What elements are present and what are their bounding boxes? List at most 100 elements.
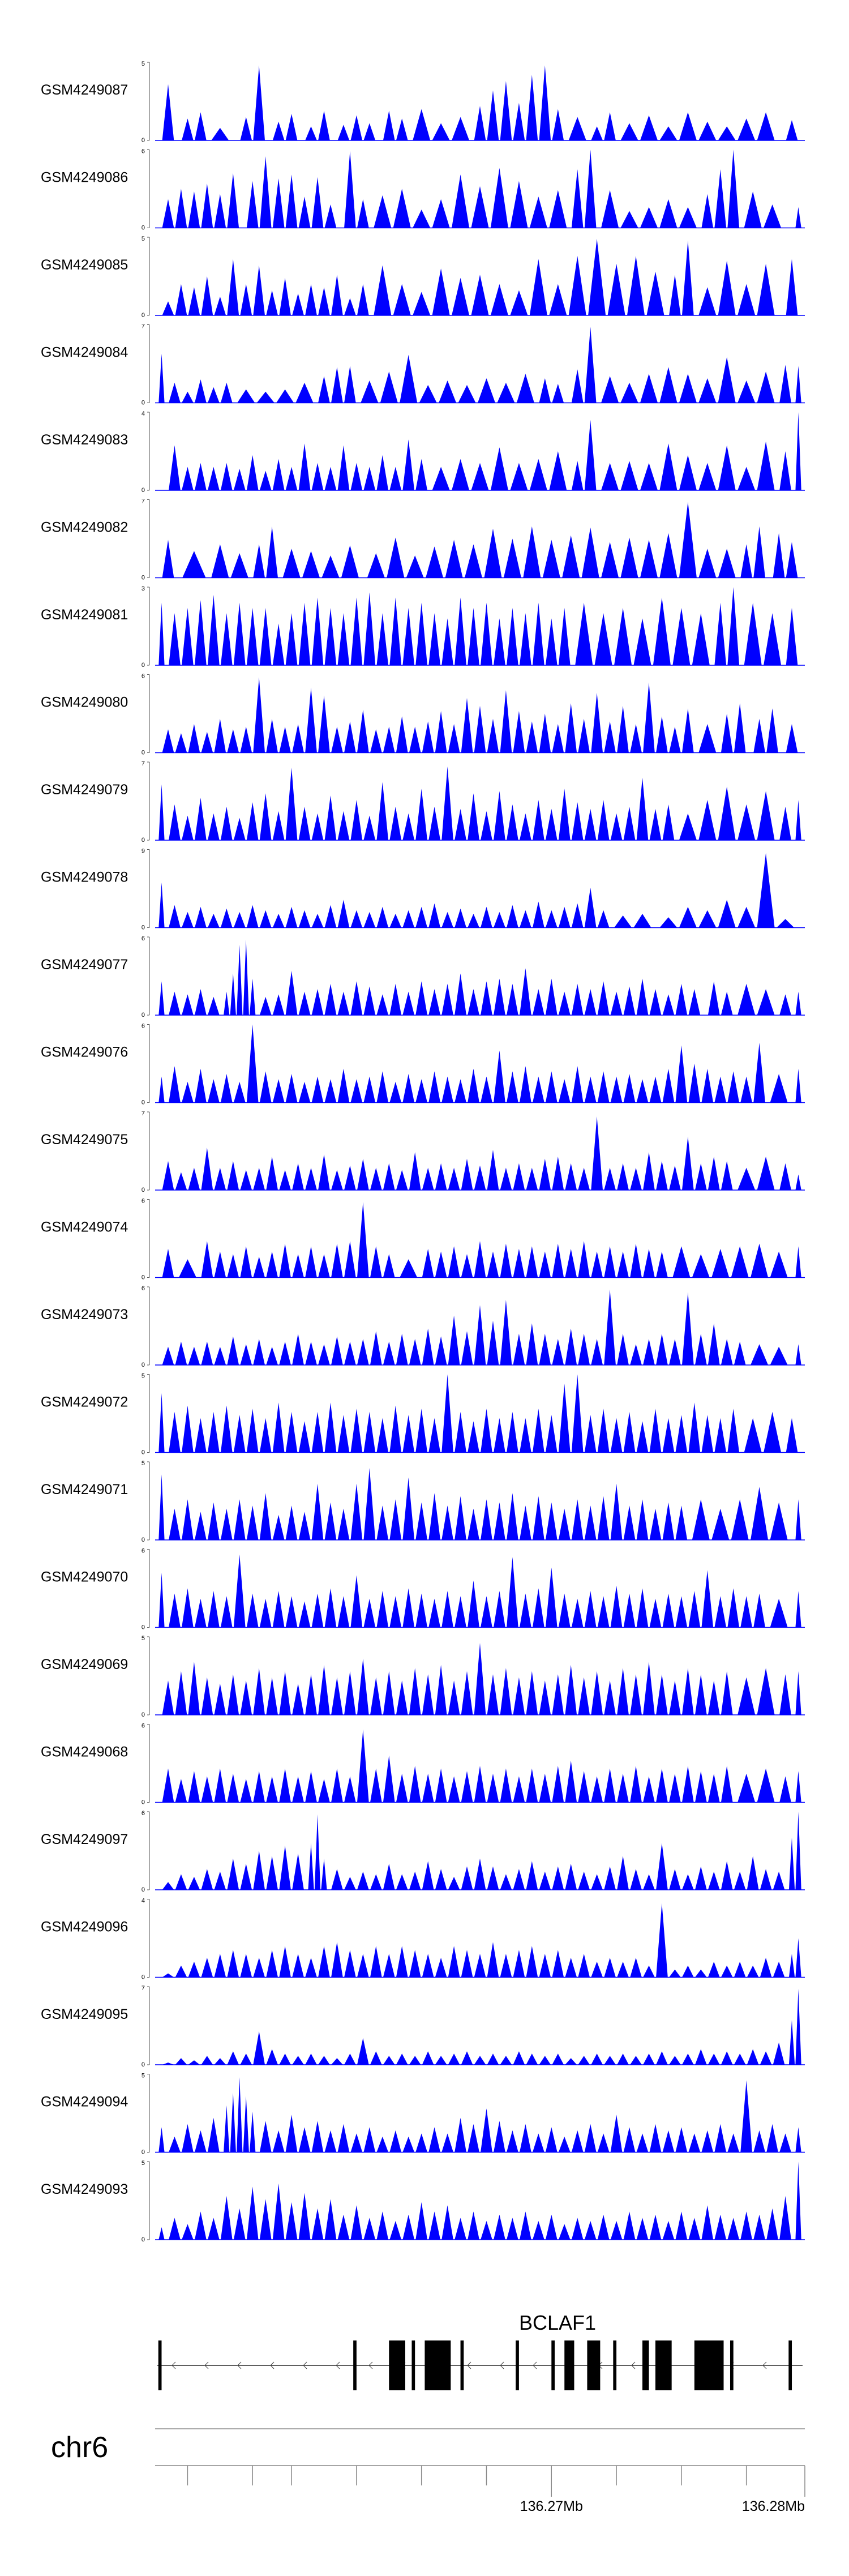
track-GSM4249093: GSM4249093 5 0 bbox=[41, 2160, 805, 2243]
y-tick-label-min: 0 bbox=[142, 837, 145, 844]
track-GSM4249080: GSM4249080 6 0 bbox=[41, 673, 805, 756]
y-tick-label-max: 6 bbox=[142, 1285, 145, 1292]
y-tick-label-max: 5 bbox=[142, 1635, 145, 1642]
y-tick-label-max: 7 bbox=[142, 760, 145, 767]
y-tick-label-min: 0 bbox=[142, 750, 145, 756]
track-label: GSM4249069 bbox=[41, 1657, 128, 1672]
coverage-area bbox=[155, 1643, 805, 1715]
gene-exon bbox=[551, 2340, 555, 2390]
track-label: GSM4249084 bbox=[41, 345, 128, 361]
strand-arrow bbox=[171, 2361, 176, 2369]
track-GSM4249073: GSM4249073 6 0 bbox=[41, 1285, 805, 1368]
track-GSM4249085: GSM4249085 5 0 bbox=[41, 236, 805, 319]
genome-axis-track: chr6 136.27Mb 136.28Mb bbox=[51, 2428, 805, 2514]
track-label: GSM4249087 bbox=[41, 82, 128, 98]
track-label: GSM4249097 bbox=[41, 1832, 128, 1847]
y-tick-label-max: 7 bbox=[142, 498, 145, 505]
track-label: GSM4249077 bbox=[41, 957, 128, 973]
y-tick-label-min: 0 bbox=[142, 575, 145, 581]
gene-exon bbox=[564, 2340, 574, 2390]
coverage-area bbox=[155, 1468, 805, 1540]
gene-exon bbox=[516, 2340, 519, 2390]
coverage-area bbox=[155, 1812, 805, 1890]
strand-arrow bbox=[336, 2361, 340, 2369]
coverage-area bbox=[155, 149, 805, 228]
y-tick-label-min: 0 bbox=[142, 2236, 145, 2243]
y-tick-label-max: 4 bbox=[142, 1898, 145, 1905]
y-tick-label-max: 5 bbox=[142, 2073, 145, 2079]
coverage-area bbox=[155, 1729, 805, 1803]
track-GSM4249079: GSM4249079 7 0 bbox=[41, 760, 805, 844]
y-tick-label-min: 0 bbox=[142, 225, 145, 232]
y-tick-label-min: 0 bbox=[142, 2061, 145, 2068]
y-tick-label-min: 0 bbox=[142, 925, 145, 931]
y-tick-label-max: 5 bbox=[142, 1373, 145, 1380]
track-GSM4249096: GSM4249096 4 0 bbox=[41, 1898, 805, 1981]
track-label: GSM4249076 bbox=[41, 1045, 128, 1060]
track-GSM4249086: GSM4249086 6 0 bbox=[41, 148, 805, 232]
track-GSM4249082: GSM4249082 7 0 bbox=[41, 498, 805, 581]
track-GSM4249072: GSM4249072 5 0 bbox=[41, 1373, 805, 1456]
gene-exon bbox=[587, 2340, 601, 2390]
strand-arrow bbox=[303, 2361, 307, 2369]
gene-exon bbox=[411, 2340, 415, 2390]
y-tick-label-min: 0 bbox=[142, 1537, 145, 1543]
track-label: GSM4249094 bbox=[41, 2094, 128, 2110]
gene-exon bbox=[613, 2340, 617, 2390]
strand-arrow bbox=[467, 2361, 471, 2369]
coverage-area bbox=[155, 327, 805, 403]
y-tick-label-max: 6 bbox=[142, 1810, 145, 1817]
track-label: GSM4249074 bbox=[41, 1219, 128, 1235]
y-tick-label-max: 6 bbox=[142, 1023, 145, 1030]
y-tick-label-max: 5 bbox=[142, 2160, 145, 2167]
track-GSM4249087: GSM4249087 5 0 bbox=[41, 61, 805, 144]
y-tick-label-min: 0 bbox=[142, 1449, 145, 1456]
coverage-area bbox=[155, 1554, 805, 1628]
y-tick-label-min: 0 bbox=[142, 400, 145, 406]
track-label: GSM4249096 bbox=[41, 1919, 128, 1935]
coverage-area bbox=[155, 2162, 805, 2240]
track-GSM4249095: GSM4249095 7 0 bbox=[41, 1985, 805, 2068]
track-GSM4249094: GSM4249094 5 0 bbox=[41, 2073, 805, 2156]
y-tick-label-max: 3 bbox=[142, 585, 145, 592]
coverage-area bbox=[155, 238, 805, 315]
track-GSM4249081: GSM4249081 3 0 bbox=[41, 585, 805, 669]
track-GSM4249070: GSM4249070 6 0 bbox=[41, 1548, 805, 1631]
y-tick-label-min: 0 bbox=[142, 1711, 145, 1718]
track-GSM4249069: GSM4249069 5 0 bbox=[41, 1635, 805, 1718]
track-label: GSM4249079 bbox=[41, 782, 128, 798]
track-label: GSM4249075 bbox=[41, 1132, 128, 1148]
gene-name-label: BCLAF1 bbox=[519, 2311, 596, 2334]
gene-exon bbox=[158, 2340, 162, 2390]
strand-arrow bbox=[762, 2361, 767, 2369]
track-label: GSM4249082 bbox=[41, 520, 128, 536]
coverage-area bbox=[155, 853, 805, 928]
y-tick-label-min: 0 bbox=[142, 1886, 145, 1893]
gene-exon bbox=[642, 2340, 649, 2390]
y-tick-label-max: 7 bbox=[142, 323, 145, 330]
y-tick-label-min: 0 bbox=[142, 1099, 145, 1106]
y-tick-label-max: 7 bbox=[142, 1110, 145, 1117]
axis-tick-label: 136.27Mb bbox=[520, 2498, 583, 2514]
y-tick-label-max: 4 bbox=[142, 410, 145, 417]
coverage-area bbox=[155, 1116, 805, 1190]
track-label: GSM4249086 bbox=[41, 170, 128, 186]
coverage-area bbox=[155, 1903, 805, 1978]
y-tick-label-min: 0 bbox=[142, 137, 145, 144]
strand-arrow bbox=[237, 2361, 242, 2369]
track-GSM4249074: GSM4249074 6 0 bbox=[41, 1198, 805, 1281]
y-tick-label-min: 0 bbox=[142, 2149, 145, 2156]
track-GSM4249083: GSM4249083 4 0 bbox=[41, 410, 805, 494]
y-tick-label-min: 0 bbox=[142, 1362, 145, 1368]
y-tick-label-max: 5 bbox=[142, 236, 145, 242]
coverage-area bbox=[155, 1024, 805, 1103]
axis-tick-label: 136.28Mb bbox=[742, 2498, 805, 2514]
strand-arrow bbox=[368, 2361, 373, 2369]
track-label: GSM4249083 bbox=[41, 432, 128, 448]
track-GSM4249068: GSM4249068 6 0 bbox=[41, 1723, 805, 1806]
y-tick-label-max: 5 bbox=[142, 61, 145, 67]
y-tick-label-max: 5 bbox=[142, 1460, 145, 1467]
track-label: GSM4249085 bbox=[41, 257, 128, 273]
track-label: GSM4249081 bbox=[41, 607, 128, 623]
y-tick-label-min: 0 bbox=[142, 1799, 145, 1806]
